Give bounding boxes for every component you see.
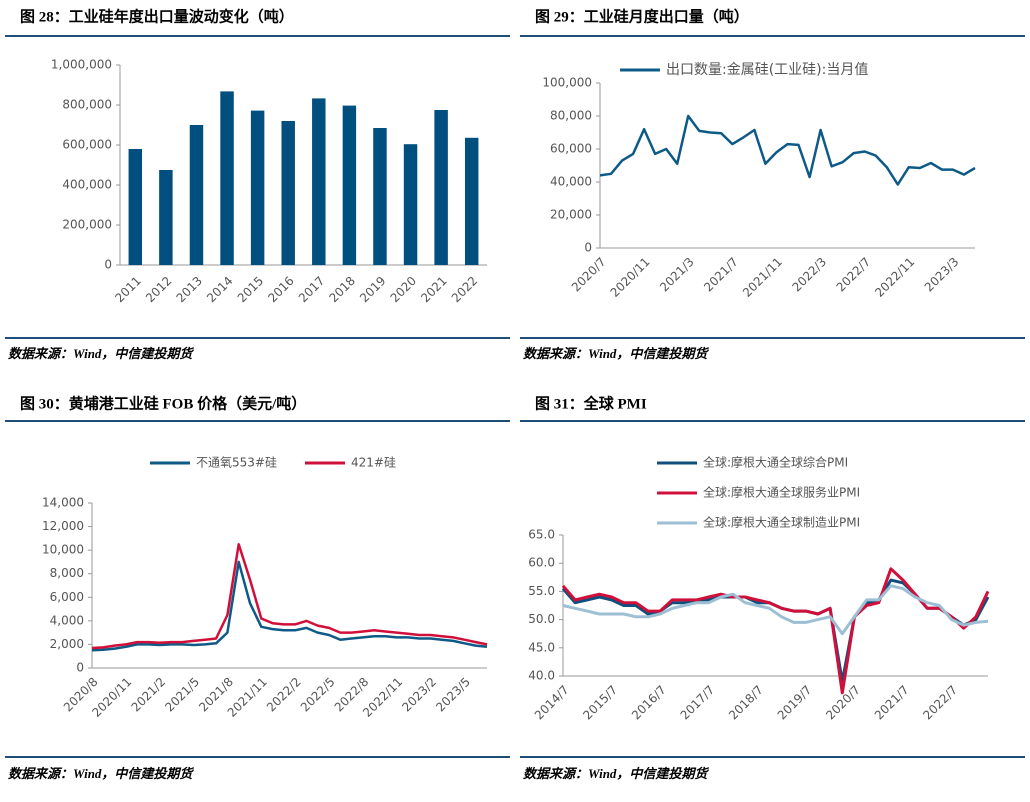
x-tick-label: 2021/11 [740, 255, 785, 300]
y-tick-label: 60,000 [550, 142, 592, 156]
x-tick-label: 2019/7 [775, 683, 815, 723]
y-tick-label: 100,000 [542, 76, 592, 90]
source: 数据来源：Wind，中信建投期货 [523, 766, 709, 781]
x-tick-label: 2021/5 [162, 675, 202, 715]
y-tick-label: 8,000 [50, 566, 84, 580]
y-tick-label: 200,000 [62, 218, 112, 232]
x-tick-label: 2021 [418, 274, 449, 305]
bar [342, 105, 357, 265]
figure-title: 图 30：黄埔港工业硅 FOB 价格（美元/吨） [20, 394, 306, 412]
x-tick-label: 2014 [204, 274, 235, 305]
x-tick-label: 2022/7 [920, 683, 960, 723]
series-line [561, 578, 990, 684]
x-tick-label: 2015/7 [580, 683, 620, 723]
series-line [91, 560, 488, 652]
x-tick-label: 2012 [143, 274, 174, 305]
y-tick-label: 1,000,000 [51, 58, 112, 72]
y-tick-label: 65.0 [528, 528, 555, 542]
x-tick-label: 2023/2 [399, 675, 439, 715]
y-tick-label: 45.0 [528, 640, 555, 654]
y-tick-label: 60.0 [528, 556, 555, 570]
bar [312, 98, 326, 266]
y-tick-label: 80,000 [550, 109, 592, 123]
y-tick-label: 2,000 [50, 637, 84, 651]
x-tick-label: 2021/2 [129, 675, 169, 715]
x-tick-label: 2022/11 [872, 255, 917, 300]
bar [373, 128, 387, 265]
y-tick-label: 6,000 [50, 590, 84, 604]
y-tick-label: 600,000 [62, 138, 112, 152]
legend-label: 全球:摩根大通全球服务业PMI [703, 485, 860, 500]
x-tick-label: 2022/7 [834, 255, 874, 295]
x-tick-label: 2020/7 [569, 255, 609, 295]
bar [464, 137, 479, 265]
y-tick-label: 0 [104, 258, 112, 272]
source: 数据来源：Wind，中信建投期货 [8, 766, 194, 781]
legend-label: 全球:摩根大通全球综合PMI [703, 455, 848, 470]
series-line [91, 543, 488, 650]
x-tick-label: 2022/2 [264, 675, 304, 715]
source: 数据来源：Wind，中信建投期货 [523, 346, 709, 361]
y-tick-label: 0 [584, 241, 592, 255]
legend-label: 不通氧553#硅 [196, 456, 277, 470]
legend-label: 421#硅 [351, 456, 396, 470]
x-tick-label: 2020/11 [608, 255, 653, 300]
y-tick-label: 40.0 [528, 669, 555, 683]
x-tick-label: 2018/7 [726, 683, 766, 723]
bar [220, 91, 234, 266]
x-tick-label: 2022/5 [298, 675, 338, 715]
x-tick-label: 2017 [296, 274, 327, 305]
y-tick-label: 14,000 [42, 496, 84, 510]
y-tick-label: 4,000 [50, 613, 84, 627]
bar [281, 121, 295, 265]
figure-title: 图 28：工业硅年度出口量波动变化（吨） [20, 7, 294, 25]
y-tick-label: 0 [76, 661, 84, 675]
x-tick-label: 2021/7 [872, 683, 912, 723]
bar [250, 110, 265, 265]
x-tick-label: 2021/3 [657, 255, 697, 295]
figure-title: 图 31：全球 PMI [535, 394, 647, 412]
x-tick-label: 2017/7 [678, 683, 718, 723]
legend-label: 出口数量:金属硅(工业硅):当月值 [666, 62, 868, 78]
x-tick-label: 2016/7 [629, 683, 669, 723]
bar [434, 110, 448, 265]
x-tick-label: 2019 [357, 274, 388, 305]
figure-title: 图 29：工业硅月度出口量（吨） [535, 7, 749, 25]
x-tick-label: 2016 [265, 274, 296, 305]
x-tick-label: 2014/7 [532, 683, 572, 723]
bar [128, 149, 143, 265]
series-line [561, 567, 990, 695]
x-tick-label: 2023/5 [433, 675, 473, 715]
y-tick-label: 55.0 [528, 584, 555, 598]
series-line [599, 114, 976, 186]
bar [403, 144, 418, 265]
legend-label: 全球:摩根大通全球制造业PMI [703, 515, 860, 530]
x-tick-label: 2011 [112, 274, 143, 305]
x-tick-label: 2015 [235, 274, 266, 305]
x-tick-label: 2020 [388, 274, 419, 305]
x-tick-label: 2023/3 [922, 255, 962, 295]
y-tick-label: 800,000 [62, 98, 112, 112]
y-tick-label: 10,000 [42, 543, 84, 557]
x-tick-label: 2018 [326, 274, 357, 305]
series-line [562, 584, 989, 636]
x-tick-label: 2022 [449, 274, 480, 305]
x-tick-label: 2021/7 [701, 255, 741, 295]
bar [159, 170, 173, 265]
y-tick-label: 12,000 [42, 519, 84, 533]
bar [189, 125, 204, 265]
y-tick-label: 40,000 [550, 175, 592, 189]
x-tick-label: 2013 [174, 274, 205, 305]
x-tick-label: 2022/3 [789, 255, 829, 295]
y-tick-label: 400,000 [62, 178, 112, 192]
source: 数据来源：Wind，中信建投期货 [8, 346, 194, 361]
y-tick-label: 50.0 [528, 612, 555, 626]
y-tick-label: 20,000 [550, 208, 592, 222]
